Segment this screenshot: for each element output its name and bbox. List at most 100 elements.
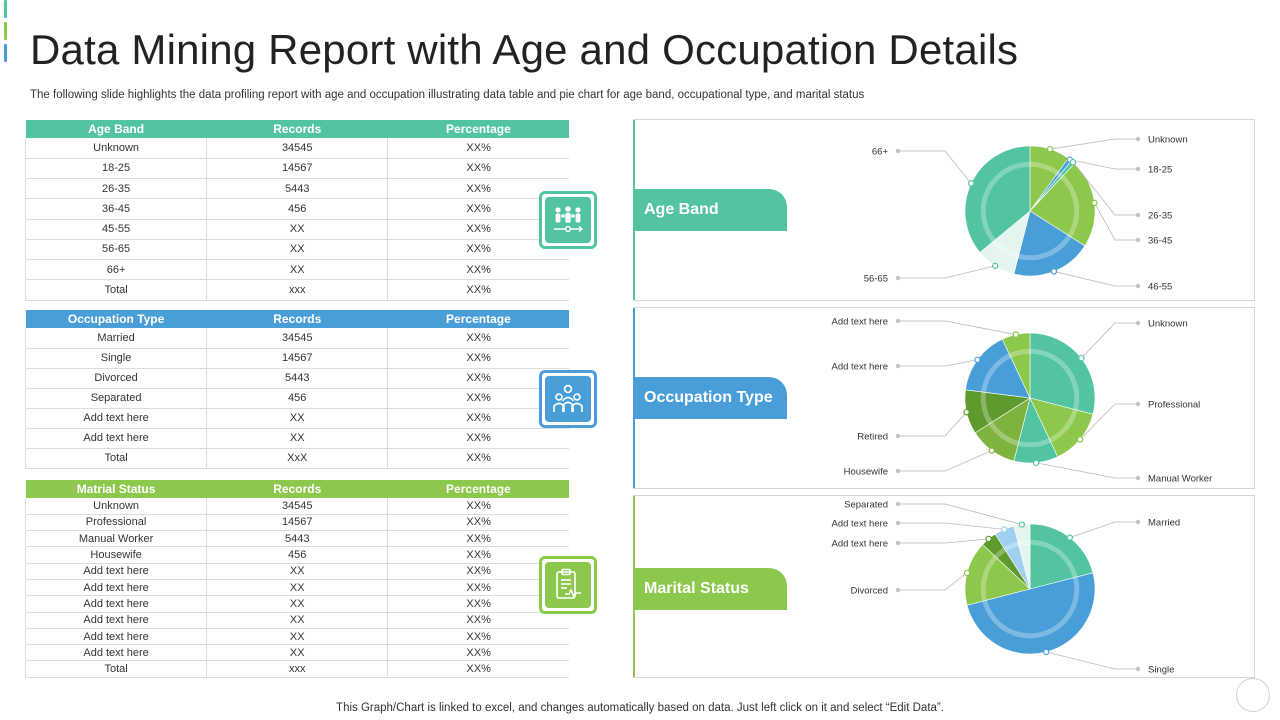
- table-cell: Unknown: [24, 498, 208, 515]
- table-row: Add text here XX XX%: [24, 612, 569, 629]
- table-row: 56-65 XX XX%: [24, 239, 569, 261]
- pie-inner-ring: [980, 539, 1080, 639]
- callout-line: [898, 320, 1016, 335]
- callout-dot: [1135, 283, 1141, 289]
- table-row: Add text here XX XX%: [24, 428, 569, 449]
- column-header: Percentage: [446, 122, 511, 136]
- callout-label: Separated: [844, 500, 888, 511]
- callout-label: Married: [1148, 518, 1180, 529]
- callout-dot: [895, 363, 901, 369]
- callout-line: [898, 359, 978, 367]
- table-cell: XX%: [387, 448, 569, 469]
- pie-callout: Add text here: [831, 356, 981, 373]
- table-cell: XX%: [387, 563, 569, 580]
- table-cell: XX: [206, 239, 389, 261]
- table-cell: 5443: [206, 178, 389, 200]
- table-cell: XX%: [387, 428, 569, 449]
- callout-anchor: [1078, 354, 1085, 362]
- table-cell: XX%: [387, 138, 569, 159]
- callout-anchor: [988, 447, 995, 454]
- callout-dot: [1135, 320, 1141, 326]
- table-cell: XX: [206, 259, 389, 281]
- callout-line: [1046, 651, 1138, 670]
- callout-anchor: [1069, 159, 1077, 166]
- table-cell: Housewife: [24, 546, 208, 564]
- table-cell: 66+: [24, 259, 208, 281]
- accent-bar-blue: [4, 44, 7, 62]
- table-cell: 26-35: [24, 178, 208, 200]
- callout-label: Add text here: [831, 519, 888, 530]
- table-cell: XX%: [387, 239, 569, 261]
- table-row: Total XxX XX%: [24, 448, 569, 469]
- accent-bar-green: [4, 22, 7, 40]
- table-cell: XX: [206, 595, 389, 613]
- pie-callout: 36-45: [1091, 199, 1172, 247]
- table-cell: Married: [24, 328, 208, 349]
- table-cell: Total: [24, 448, 208, 469]
- pie-callout: Single: [1042, 648, 1174, 676]
- table-cell: Manual Worker: [24, 530, 208, 548]
- callout-line: [898, 538, 989, 544]
- pie-callout: 46-55: [1050, 268, 1172, 293]
- table-row: Professional 14567 XX%: [24, 514, 569, 532]
- footer-note: This Graph/Chart is linked to excel, and…: [336, 702, 944, 714]
- table-cell: 456: [206, 198, 389, 220]
- callout-label: Manual Worker: [1148, 474, 1212, 485]
- table-row: Add text here XX XX%: [24, 579, 569, 597]
- page-subtitle: The following slide highlights the data …: [30, 89, 865, 101]
- callout-label: Professional: [1148, 400, 1200, 411]
- pie-callout: Manual Worker: [1032, 459, 1212, 485]
- callout-line: [1053, 271, 1138, 287]
- table-cell: XxX: [206, 448, 389, 469]
- callout-dot: [1135, 475, 1141, 481]
- table-cell: 34545: [206, 138, 389, 159]
- callout-line: [1079, 403, 1138, 440]
- pie-callout: 56-65: [864, 262, 999, 285]
- pie-callout: 26-35: [1069, 159, 1172, 222]
- table-cell: Add text here: [24, 644, 208, 662]
- callout-dot: [1135, 212, 1141, 218]
- callout-dot: [1135, 401, 1141, 407]
- table-cell: Add text here: [24, 595, 208, 613]
- table-row: Unknown 34545 XX%: [24, 138, 569, 159]
- marital-status-pie-chart: Married Single Divorced Add text here Add te…: [831, 500, 1180, 676]
- pie-inner-ring: [980, 348, 1080, 448]
- callout-anchor: [1066, 534, 1074, 541]
- age-band-panel: Age Band Unknown 18-25 26-35 36-45 46-55 56-6…: [633, 119, 1255, 301]
- pie-callout: Unknown: [1046, 135, 1188, 153]
- table-cell: xxx: [206, 279, 389, 301]
- table-row: Add text here XX XX%: [24, 628, 569, 646]
- table-cell: XX%: [387, 348, 569, 369]
- pie-callout: Divorced: [851, 569, 971, 597]
- table-cell: XX: [206, 563, 389, 580]
- pie-callout: Unknown: [1078, 319, 1188, 362]
- callout-line: [898, 572, 968, 591]
- table-cell: XX%: [387, 178, 569, 200]
- pie-callout: Add text here: [831, 535, 992, 550]
- callout-line: [898, 522, 1005, 530]
- callout-anchor: [1042, 648, 1050, 656]
- table-cell: XX%: [387, 644, 569, 662]
- table-row: Total xxx XX%: [24, 279, 569, 301]
- table-header: Matrial Status Records Percentage: [25, 480, 569, 498]
- table-cell: 14567: [206, 158, 389, 180]
- table-cell: 34545: [206, 498, 389, 515]
- callout-dot: [895, 501, 901, 507]
- occupation-type-table: Occupation Type Records Percentage Married…: [24, 310, 569, 469]
- callout-anchor: [1000, 526, 1008, 533]
- table-cell: 14567: [206, 348, 389, 369]
- table-row: Add text here XX XX%: [24, 595, 569, 613]
- callout-line: [1069, 159, 1138, 170]
- callout-line: [1072, 161, 1138, 216]
- callout-label: 18-25: [1148, 165, 1172, 176]
- table-cell: 5443: [206, 530, 389, 548]
- callout-label: Add text here: [831, 539, 888, 550]
- column-header: Matrial Status: [76, 482, 156, 496]
- table-row: 18-25 14567 XX%: [24, 158, 569, 180]
- callout-anchor: [1046, 145, 1054, 153]
- callout-dot: [895, 275, 901, 281]
- table-row: Housewife 456 XX%: [24, 546, 569, 564]
- table-row: 26-35 5443 XX%: [24, 178, 569, 200]
- table-row: 45-55 XX XX%: [24, 219, 569, 240]
- pie-callout: Professional: [1076, 400, 1200, 443]
